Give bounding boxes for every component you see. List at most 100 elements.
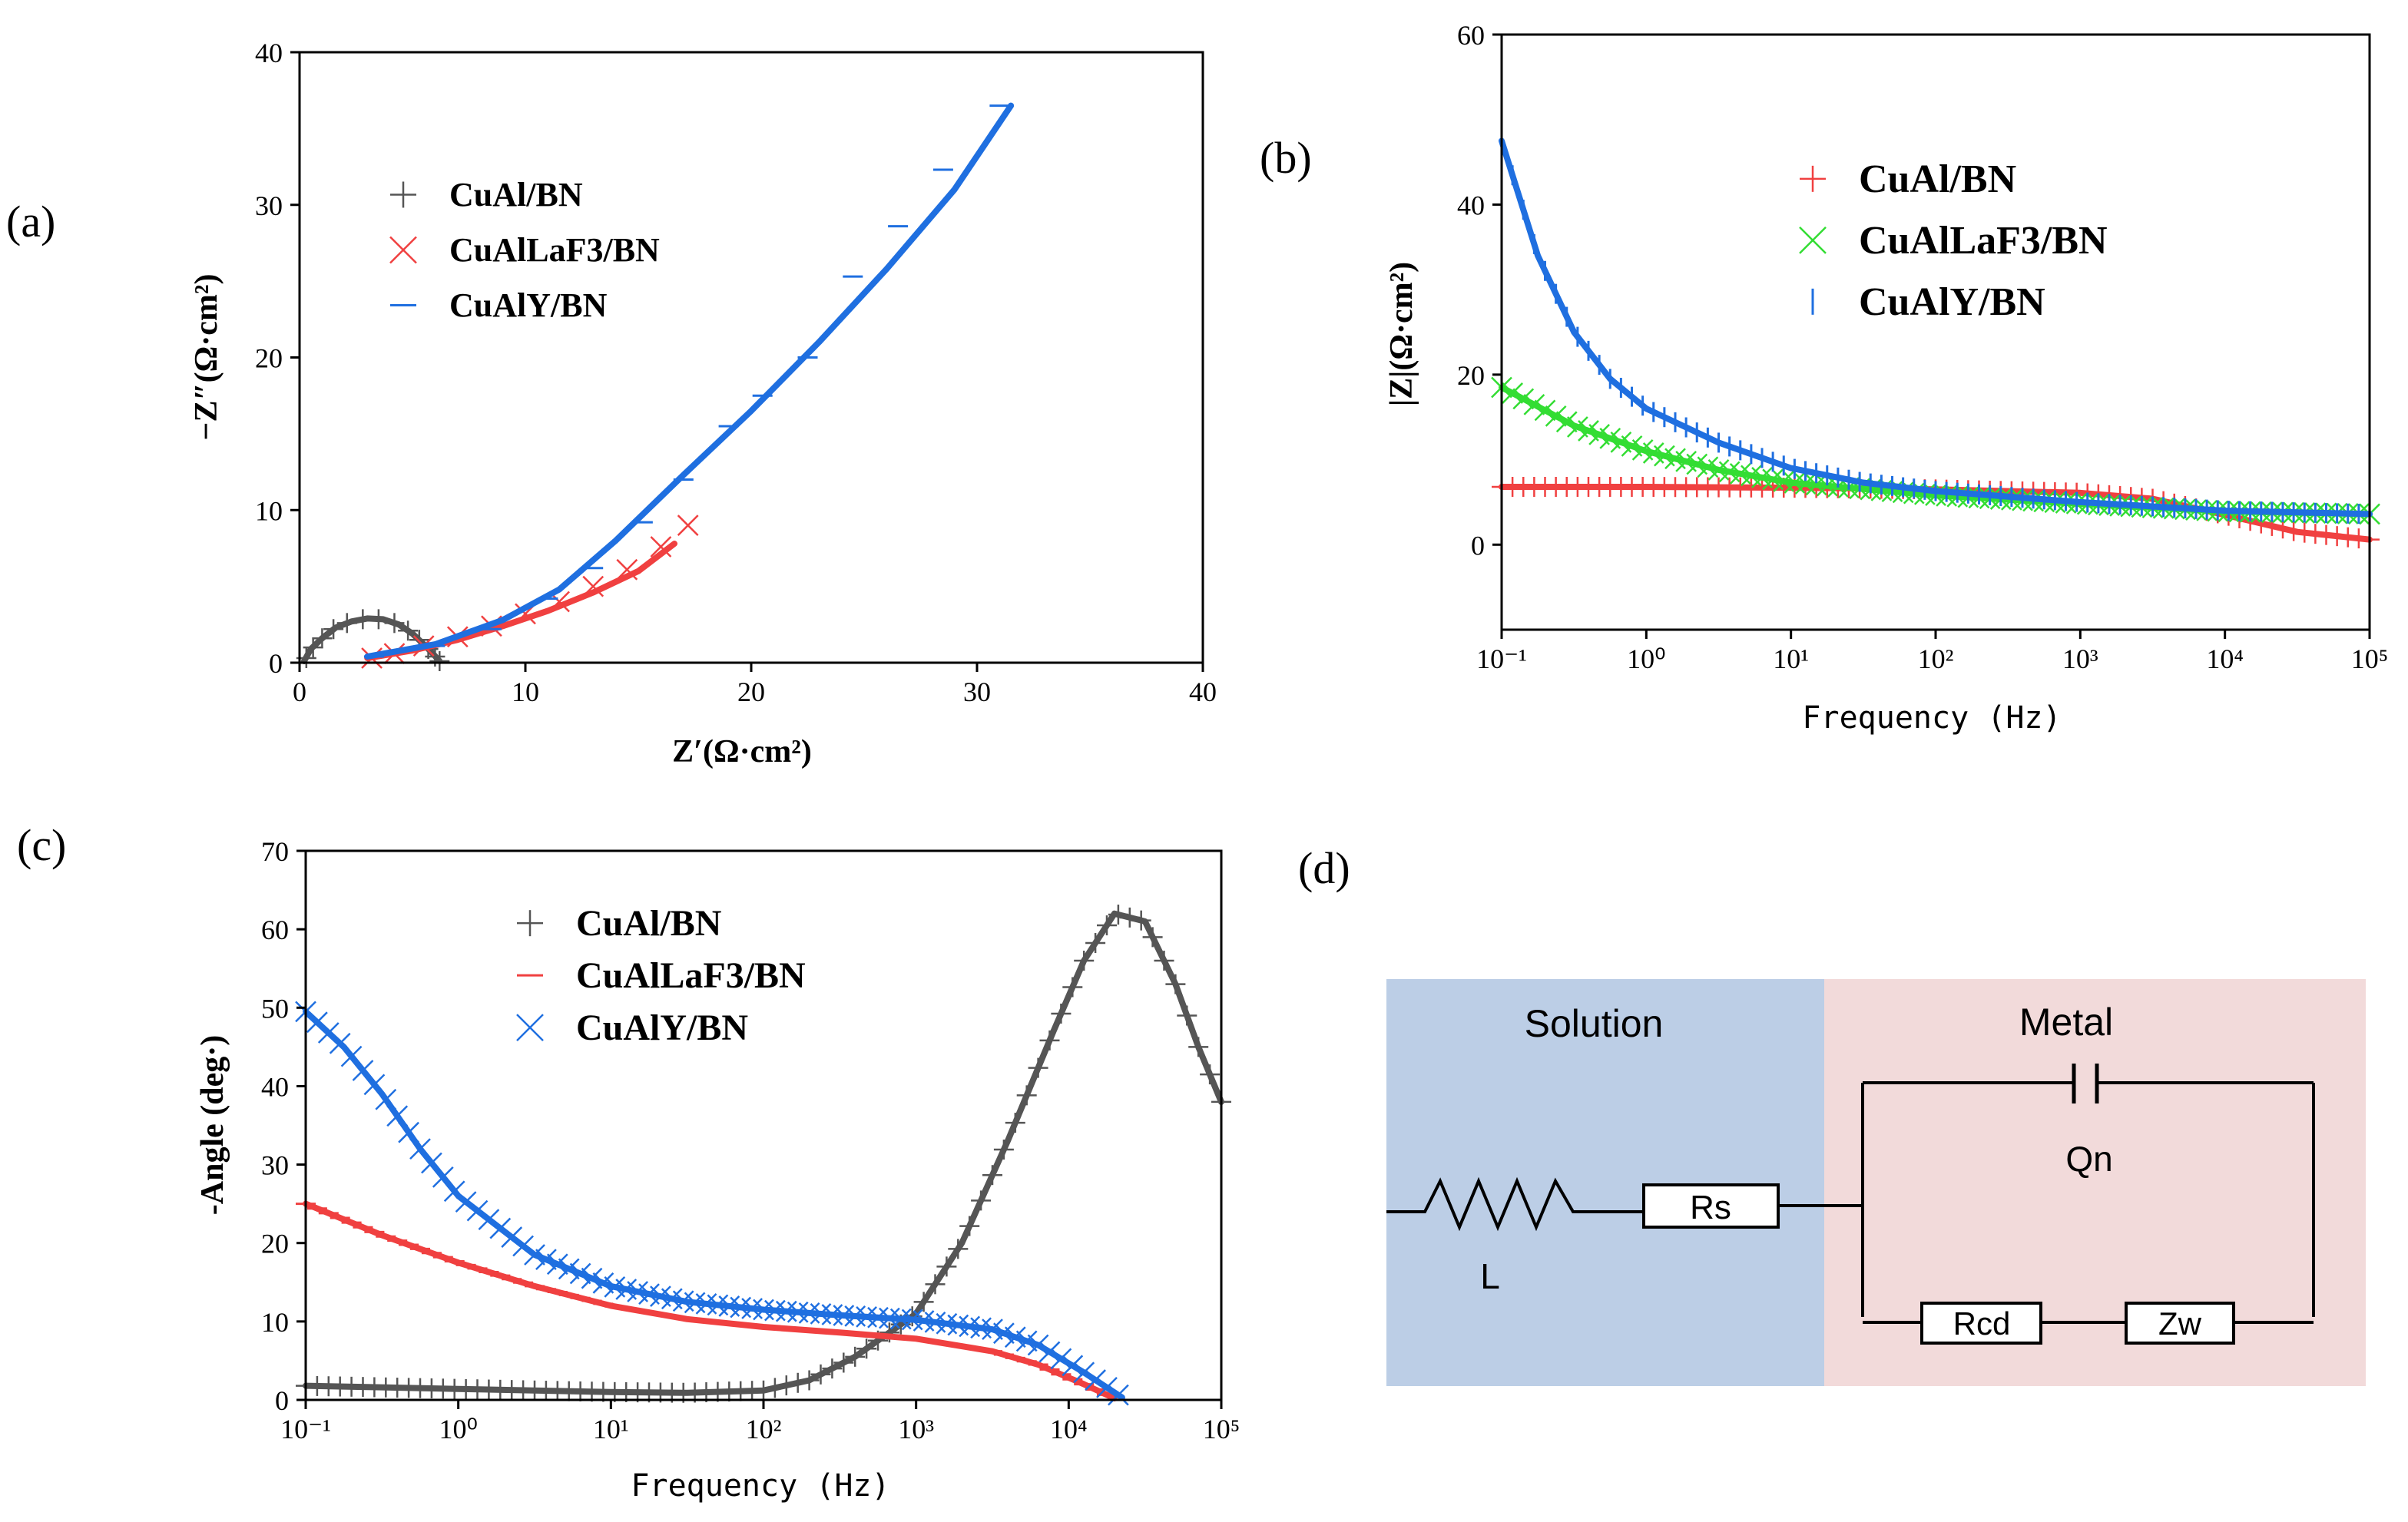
panel-label-b: (b) [1260, 133, 1312, 183]
solution-label: Solution [1525, 1002, 1664, 1045]
chart-c-legend-label: CuAl/BN [576, 903, 722, 944]
chart-c-point-2-d2 [753, 1299, 774, 1321]
chart-c-legend-label: CuAlLaF3/BN [576, 955, 806, 996]
chart-c-point-2-d2 [432, 1166, 454, 1188]
chart-b-ylabel: |Z|(Ω·cm²) [1384, 262, 1419, 406]
chart-b-xtick-label: 10⁴ [2206, 644, 2244, 674]
chart-c-ytick-label: 60 [261, 915, 289, 945]
chart-c-point-2-d2 [741, 1298, 763, 1319]
chart-c-ytick-label: 30 [261, 1150, 289, 1181]
chart-a-ticks: 0 10 20 30 40 0 10 20 30 40 [255, 38, 1217, 707]
chart-c-point-2-d2 [775, 1300, 797, 1322]
chart-c-point-2-d2 [695, 1292, 717, 1315]
chart-a-series [296, 102, 1015, 672]
chart-b-point-1-d2 [1794, 473, 1817, 495]
chart-b-point-1-d2 [1534, 399, 1556, 422]
chart-c-xtick-label: 10² [746, 1414, 782, 1444]
chart-c-fit-line-2 [303, 1008, 1125, 1401]
chart-c-point-2-d2 [959, 1315, 981, 1338]
chart-a-ytick-label: 0 [269, 648, 283, 679]
solution-region [1386, 979, 1824, 1386]
chart-c-point-2-d2 [535, 1249, 557, 1271]
chart-b-point-1-d2 [1566, 416, 1588, 438]
chart-c-point-2-d2 [730, 1296, 752, 1319]
chart-c-point-2-d2 [821, 1304, 843, 1325]
chart-b-point-1-d2 [1718, 461, 1741, 483]
chart-b-point-1-d2 [1805, 474, 1827, 496]
chart-a-legend: CuAl/BN CuAlLaF3/BN CuAlY/BN [389, 176, 660, 324]
chart-b-xtick-label: 10¹ [1773, 644, 1809, 674]
inductor-label: L [1480, 1256, 1500, 1296]
rs-label: Rs [1690, 1189, 1731, 1226]
chart-b-point-1-d2 [1642, 442, 1664, 464]
chart-c-point-2-d2 [1050, 1348, 1072, 1370]
chart-c-xtick-label: 10⁴ [1050, 1414, 1088, 1444]
chart-b: 10⁻¹ 10⁰ 10¹ 10² 10³ 10⁴ 10⁵ 0 20 40 60 Frequency … [1384, 20, 2388, 736]
chart-c-ytick-label: 0 [275, 1385, 289, 1416]
chart-c-point-2-d2 [833, 1305, 855, 1326]
chart-b-point-1-d2 [1762, 468, 1784, 491]
chart-a-xtick-label: 20 [737, 677, 765, 707]
chart-a-xtick-label: 40 [1189, 677, 1217, 707]
chart-b-point-1-d2 [1707, 458, 1730, 481]
chart-c-point-2-d2 [409, 1138, 431, 1160]
chart-c-point-2-d2 [558, 1258, 580, 1280]
zw-label: Zw [2158, 1305, 2202, 1342]
chart-b-legend-label: CuAlLaF3/BN [1859, 219, 2108, 263]
chart-c-point-2-d2 [386, 1105, 409, 1127]
chart-b-ytick-label: 40 [1457, 190, 1485, 220]
rcd-label: Rcd [1953, 1305, 2011, 1342]
chart-b-legend-marker-d2 [1799, 226, 1827, 254]
chart-b-ytick-label: 0 [1471, 530, 1485, 561]
chart-a-xtick-label: 30 [963, 677, 991, 707]
chart-c-ytick-label: 20 [261, 1229, 289, 1259]
chart-c-xtick-label: 10¹ [593, 1414, 629, 1444]
chart-c-xtick-label: 10³ [898, 1414, 934, 1444]
chart-c-point-2-d2 [1027, 1334, 1049, 1356]
chart-c-point-2-d2 [947, 1314, 969, 1336]
chart-c-ytick-label: 10 [261, 1307, 289, 1338]
chart-c-legend-marker-d2 [516, 1014, 544, 1042]
chart-b-point-1-d2 [1631, 438, 1654, 461]
chart-c-point-2-d2 [512, 1235, 534, 1257]
chart-c-point-2-d2 [489, 1217, 512, 1239]
chart-a-legend-label: CuAlY/BN [449, 286, 608, 324]
chart-b-xtick-label: 10³ [2062, 644, 2098, 674]
chart-b-series [1491, 131, 2380, 550]
chart-c-ylabel: -Angle (deg·) [195, 1035, 230, 1215]
panel-label-a: (a) [6, 197, 55, 246]
chart-b-legend-label: CuAl/BN [1859, 157, 2016, 201]
chart-a-xtick-label: 0 [293, 677, 306, 707]
chart-a-ytick-label: 30 [255, 190, 283, 221]
chart-c-point-2-d2 [1038, 1341, 1061, 1363]
chart-c-point-2-d2 [1015, 1330, 1038, 1352]
chart-b-point-1-d2 [1653, 445, 1675, 467]
chart-c-series [295, 904, 1231, 1406]
chart-c-point-2-d2 [650, 1285, 671, 1308]
chart-b-xtick-label: 10⁵ [2351, 644, 2389, 674]
chart-b-point-1-d2 [1578, 420, 1599, 442]
chart-a-legend-marker-d2 [389, 236, 417, 264]
chart-b-point-1-d2 [1512, 388, 1535, 410]
chart-c-ytick-label: 40 [261, 1071, 289, 1102]
chart-c: 10⁻¹ 10⁰ 10¹ 10² 10³ 10⁴ 10⁵ 0 10 20 30 40 50 60 70 Fr… [195, 836, 1240, 1504]
chart-b-frame [1500, 33, 2371, 631]
chart-c-point-2-d2 [306, 1011, 328, 1034]
chart-c-point-2-d2 [1108, 1384, 1129, 1406]
chart-b-fit-line-2 [1499, 137, 2373, 518]
panel-label-d: (d) [1298, 843, 1350, 893]
chart-c-point-2-d2 [581, 1267, 603, 1289]
chart-c-point-2-d2 [787, 1301, 809, 1323]
chart-a-point-1-d2 [677, 515, 699, 537]
chart-b-point-1-d2 [1588, 424, 1611, 445]
chart-c-point-2-d2 [661, 1288, 683, 1310]
chart-b-xtick-label: 10² [1918, 644, 1954, 674]
chart-a-ytick-label: 40 [255, 38, 283, 68]
chart-b-point-1-d2 [1697, 456, 1719, 478]
chart-c-point-2-d2 [455, 1191, 477, 1213]
chart-b-point-1-d2 [1664, 448, 1686, 470]
chart-c-point-2-d2 [798, 1302, 820, 1324]
inductor-symbol [1386, 1176, 1644, 1232]
